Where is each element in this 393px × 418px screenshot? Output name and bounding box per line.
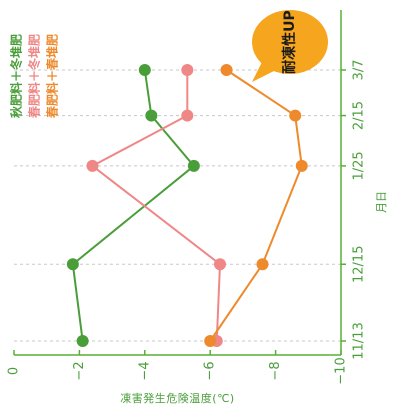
data-point [138,64,151,76]
legend-item: 春肥料＋冬堆肥 [27,34,42,119]
data-point [145,109,158,122]
series-line [90,70,222,342]
data-point [214,258,227,271]
annotation-bubble [252,10,328,74]
data-point [66,258,79,271]
legend-item: 秋肥料＋冬堆肥 [9,34,24,118]
x-axis-title: 凍害発生危険温度(℃) [120,391,234,405]
data-point [256,258,269,271]
data-point [181,64,194,76]
temperature-tick-label: −10 [334,357,349,384]
temperature-tick-label: 0 [7,367,22,375]
date-tick-label: 11/13 [352,322,367,359]
data-point [289,109,302,122]
annotation-text: 耐凍性UP [281,10,298,74]
series-line [71,69,196,342]
date-tick-label: 3/7 [352,60,367,81]
data-point [86,159,99,172]
data-point [181,109,194,122]
legend-item: 春肥料＋春堆肥 [45,34,60,119]
y-axis-title: 月日 [375,191,388,213]
annotation-bubble-tail [252,62,276,82]
data-point [204,335,217,347]
data-point [295,159,308,172]
date-tick-label: 1/25 [352,151,367,180]
data-point [187,159,200,172]
temperature-tick-label: −6 [203,361,218,380]
temperature-tick-label: −4 [137,361,152,380]
temperature-tick-label: −8 [268,361,283,380]
date-tick-label: 12/15 [352,246,367,283]
temperature-tick-label: −2 [72,361,87,380]
date-tick-label: 2/15 [352,101,367,130]
data-point [76,335,89,347]
series-line [209,69,303,342]
data-point [220,64,233,76]
